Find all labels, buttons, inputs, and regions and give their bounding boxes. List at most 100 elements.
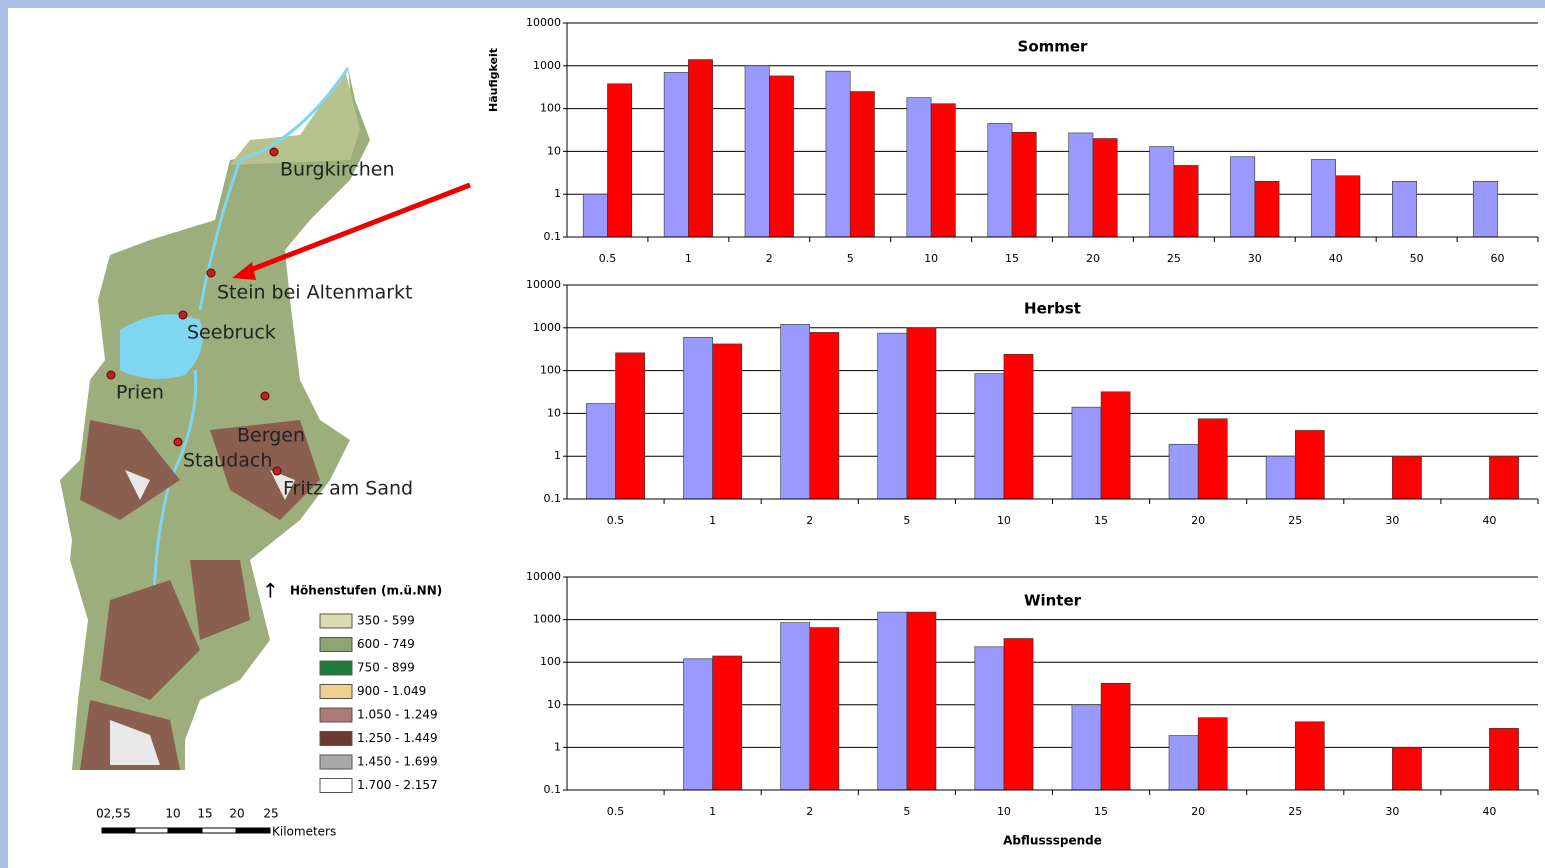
bar	[1198, 419, 1227, 499]
bar	[1336, 176, 1360, 237]
scale-tick: 20	[229, 807, 244, 821]
x-tick-label: 10	[997, 514, 1011, 527]
x-tick-label: 50	[1410, 252, 1424, 265]
chart-title: Herbst	[1024, 300, 1081, 318]
place-label: Bergen	[237, 425, 305, 447]
legend-label: 1.050 - 1.249	[357, 708, 438, 722]
y-tick-label: 1	[554, 740, 561, 753]
chart-title: Sommer	[1018, 38, 1089, 56]
bar	[745, 66, 769, 237]
y-axis-label: Häufigkeit	[487, 48, 500, 112]
place-marker	[261, 392, 269, 400]
legend-label: 750 - 899	[357, 661, 415, 675]
bar	[1004, 354, 1033, 499]
bar	[769, 76, 793, 237]
bar	[684, 337, 713, 499]
y-tick-label: 10	[547, 406, 561, 419]
bar	[1101, 683, 1130, 790]
scale-tick: 25	[263, 807, 278, 821]
x-tick-label: 15	[1094, 514, 1108, 527]
bar	[1392, 747, 1421, 790]
x-tick-label: 1	[685, 252, 692, 265]
scale-unit: Kilometers	[272, 825, 336, 839]
bar	[781, 324, 810, 499]
legend-label: 600 - 749	[357, 637, 415, 651]
x-tick-label: 25	[1288, 805, 1302, 818]
bar	[1473, 181, 1497, 237]
bar	[1101, 392, 1130, 499]
place-label: Prien	[116, 382, 164, 404]
scale-bar	[202, 828, 236, 833]
legend-label: 1.450 - 1.699	[357, 755, 438, 769]
x-tick-label: 20	[1191, 805, 1205, 818]
scale-bar	[135, 828, 168, 833]
x-tick-label: 10	[997, 805, 1011, 818]
bar	[810, 332, 839, 499]
x-tick-label: 30	[1385, 805, 1399, 818]
bar	[1174, 165, 1198, 237]
bar	[684, 659, 713, 790]
scale-bar	[102, 828, 135, 833]
bar	[688, 60, 712, 237]
place-label: Burgkirchen	[280, 159, 395, 181]
y-tick-label: 10000	[526, 278, 561, 291]
x-tick-label: 20	[1086, 252, 1100, 265]
bar	[907, 98, 931, 237]
scale-tick: 15	[197, 807, 212, 821]
legend-label: 1.700 - 2.157	[357, 778, 438, 792]
bar	[975, 647, 1004, 790]
bar	[907, 612, 936, 790]
scale-tick: 2,5	[103, 807, 122, 821]
bar	[1093, 139, 1117, 237]
x-tick-label: 5	[847, 252, 854, 265]
y-tick-label: 100	[540, 102, 561, 115]
bar	[1072, 407, 1101, 499]
bar	[713, 344, 742, 499]
legend-label: 1.250 - 1.449	[357, 731, 438, 745]
legend-title: Höhenstufen (m.ü.NN)	[290, 584, 442, 598]
x-tick-label: 20	[1191, 514, 1205, 527]
bar	[1266, 456, 1295, 499]
north-arrow: ↑	[262, 579, 279, 603]
bar	[931, 104, 955, 237]
bar	[878, 333, 907, 499]
place-marker	[107, 371, 115, 379]
y-tick-label: 1000	[533, 59, 561, 72]
legend-swatch	[320, 685, 352, 699]
scale-tick: 5	[123, 807, 131, 821]
x-tick-label: 0.5	[607, 514, 625, 527]
legend-label: 900 - 1.049	[357, 684, 426, 698]
y-tick-label: 10000	[526, 16, 561, 29]
bar	[1255, 181, 1279, 237]
bar	[1311, 159, 1335, 237]
x-tick-label: 5	[903, 805, 910, 818]
y-tick-label: 1000	[533, 321, 561, 334]
bar	[616, 353, 645, 499]
y-tick-label: 1000	[533, 613, 561, 626]
bar	[907, 328, 936, 499]
legend-swatch	[320, 614, 352, 628]
x-tick-label: 25	[1167, 252, 1181, 265]
bar	[1069, 133, 1093, 237]
x-tick-label: 1	[709, 805, 716, 818]
x-tick-label: 40	[1482, 805, 1496, 818]
y-tick-label: 100	[540, 655, 561, 668]
x-tick-label: 2	[806, 514, 813, 527]
y-tick-label: 10000	[526, 570, 561, 583]
place-marker	[174, 438, 182, 446]
bar	[781, 623, 810, 790]
bar	[878, 612, 907, 790]
place-marker	[270, 148, 278, 156]
legend-label: 350 - 599	[357, 614, 415, 628]
y-tick-label: 1	[554, 449, 561, 462]
place-label: Fritz am Sand	[283, 478, 413, 500]
scale-tick: 10	[165, 807, 180, 821]
y-tick-label: 10	[547, 698, 561, 711]
bar	[1392, 181, 1416, 237]
bar	[1004, 639, 1033, 790]
x-tick-label: 0.5	[599, 252, 617, 265]
bar	[583, 194, 607, 237]
chart-title: Winter	[1024, 592, 1082, 610]
y-tick-label: 1	[554, 187, 561, 200]
bar	[1392, 456, 1421, 499]
